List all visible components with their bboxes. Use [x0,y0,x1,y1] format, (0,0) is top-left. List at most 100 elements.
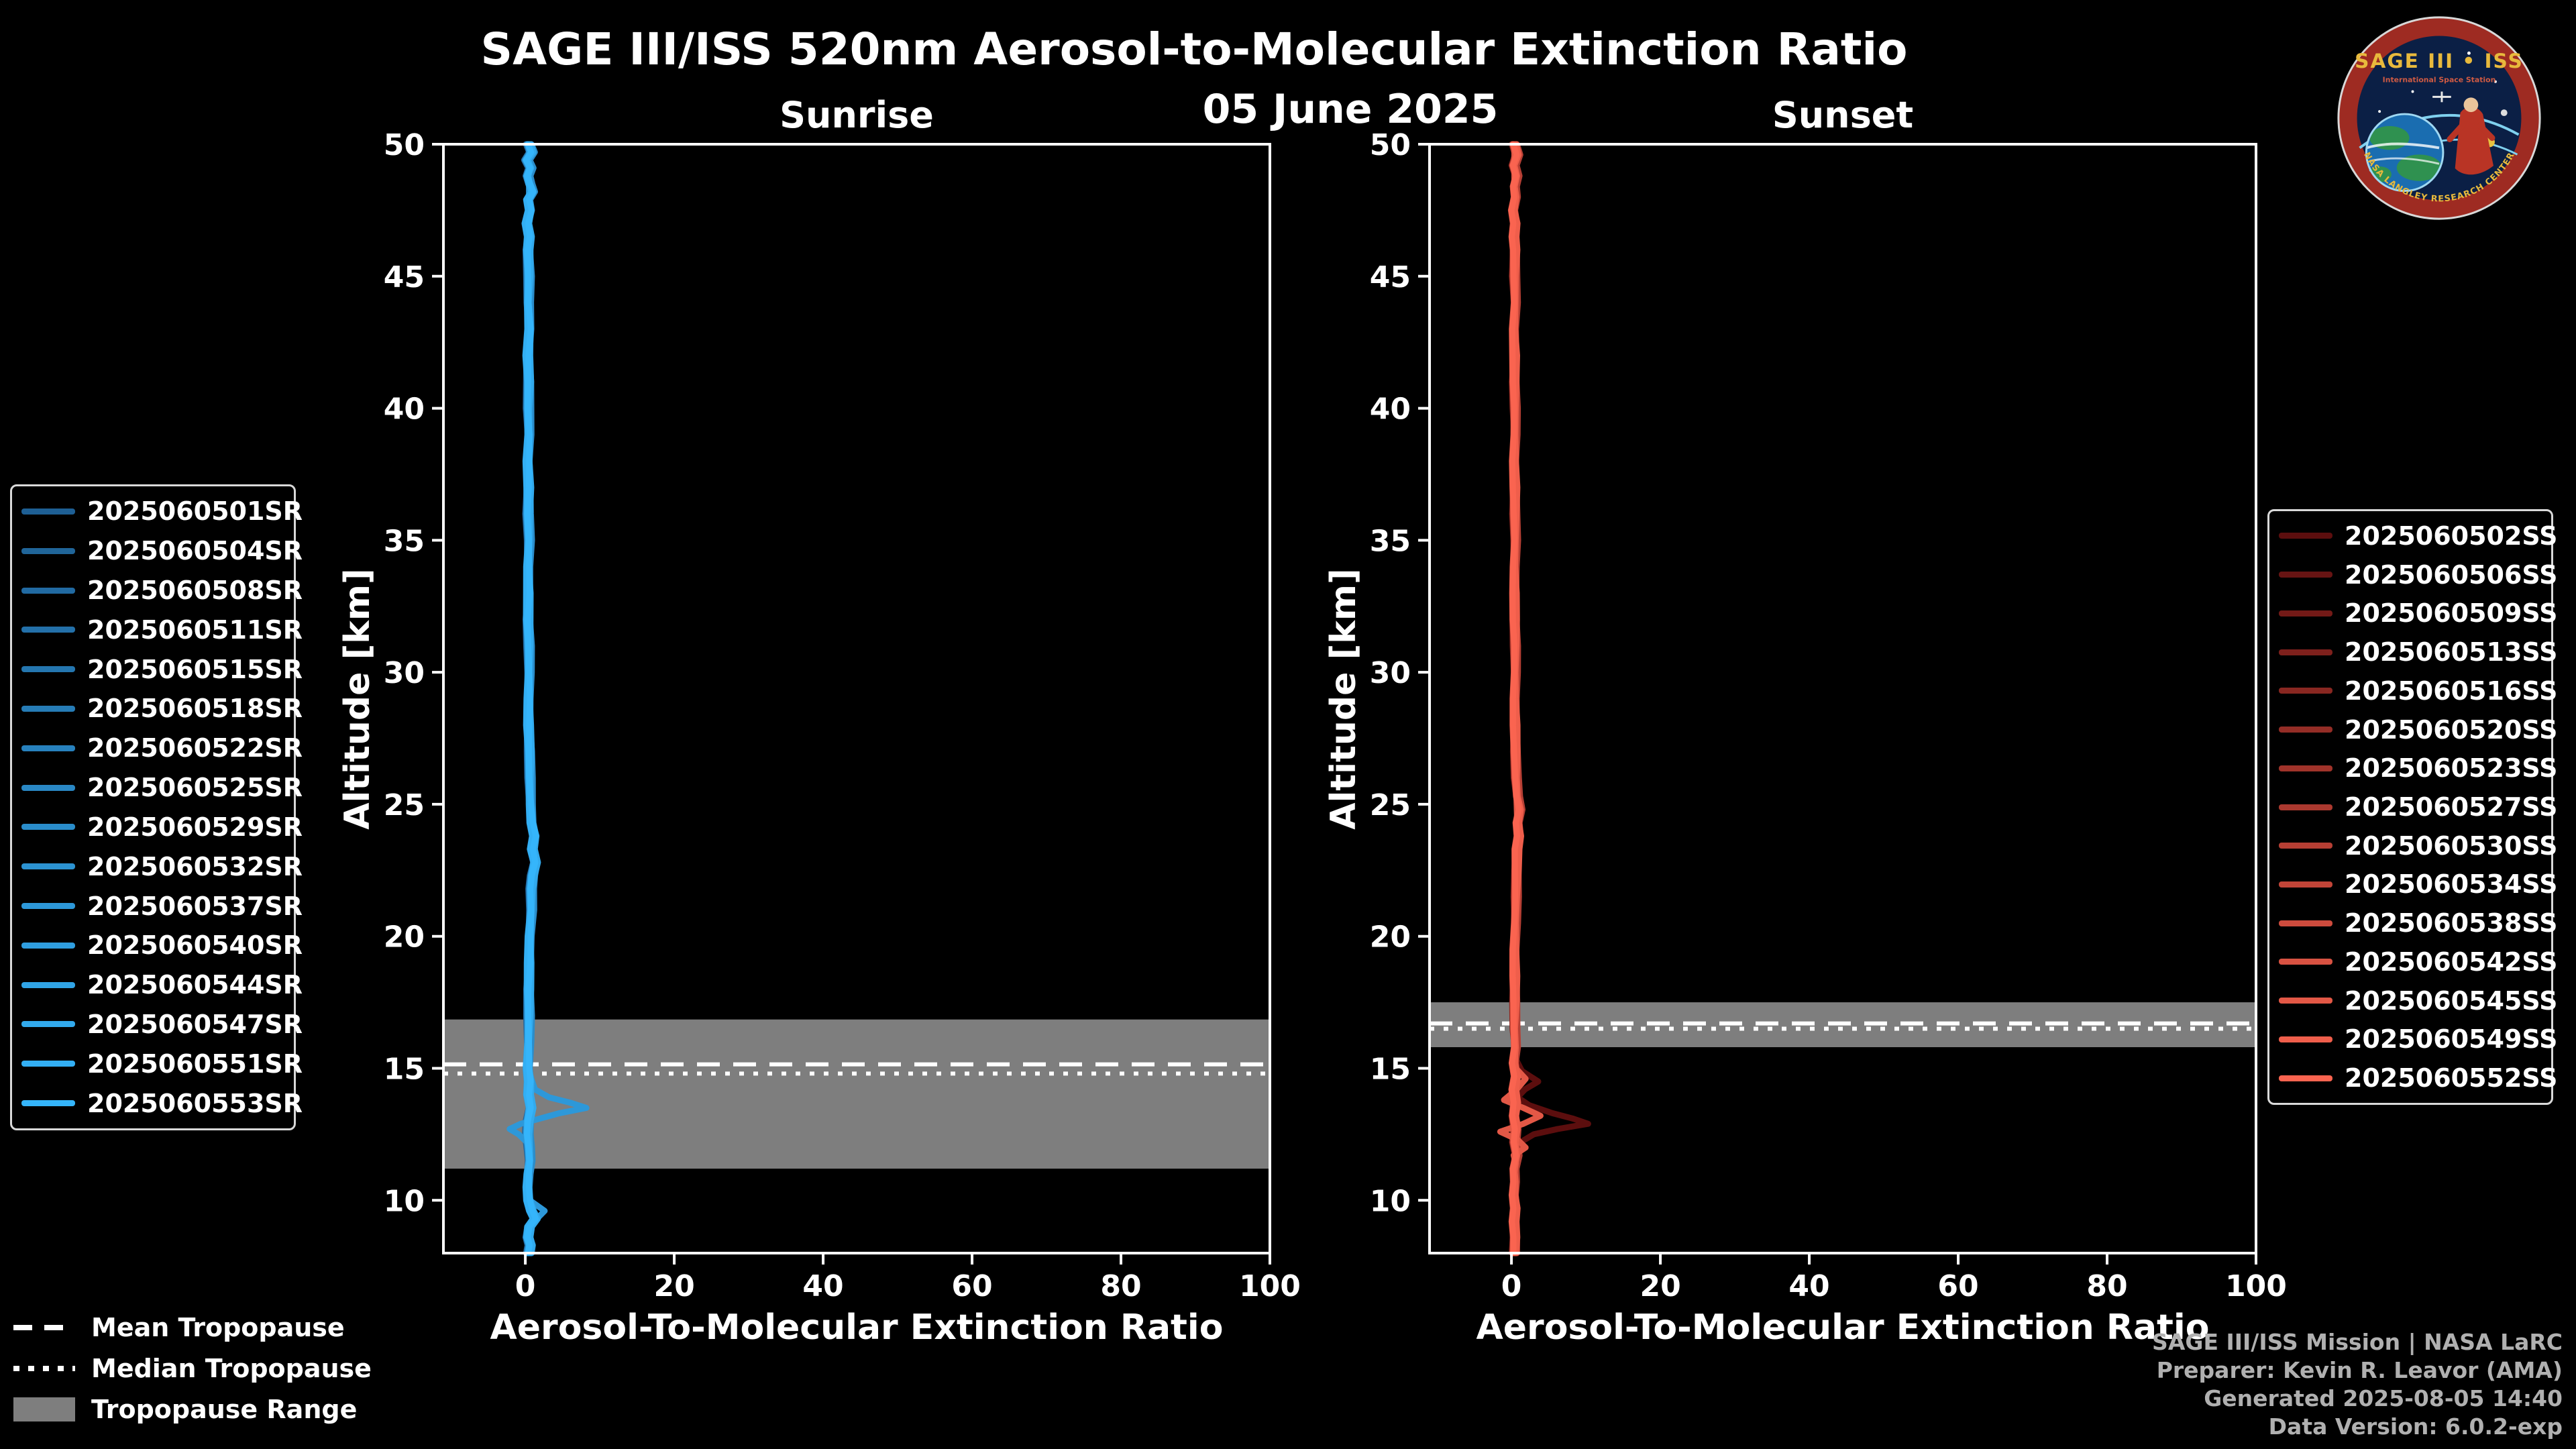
legend-event-label: 2025060537SR [87,891,303,921]
median-tropopause-legend-item: Median Tropopause [13,1348,372,1389]
legend-line-swatch [21,627,75,633]
x-tick-label: 60 [951,1269,992,1303]
legend-item: 2025060520SS [2279,710,2557,749]
legend-item: 2025060551SR [21,1044,303,1083]
dotted-line-swatch [13,1365,75,1371]
patch-subtitle-text: International Space Station [2383,76,2496,85]
legend-line-swatch [21,942,75,949]
sunset-plot-area: 0 20 40 60 80 100 10 15 20 25 30 35 40 45 50 [1370,128,2287,1303]
tropopause-range-label: Tropopause Range [91,1394,358,1424]
legend-event-label: 2025060527SS [2345,792,2558,822]
legend-item: 2025060522SR [21,729,303,768]
legend-event-label: 2025060508SR [87,576,303,606]
legend-item: 2025060538SS [2279,904,2557,943]
legend-line-swatch [21,587,75,594]
legend-event-label: 2025060501SR [87,496,303,527]
legend-line-swatch [21,666,75,673]
legend-event-label: 2025060542SS [2345,947,2558,977]
y-tick-label: 25 [1370,788,1411,822]
y-tick-label: 35 [384,524,425,558]
dashed-line-swatch [13,1324,75,1330]
y-tick-label: 30 [384,656,425,690]
legend-line-swatch [2279,843,2332,849]
mean-tropopause-legend-item: Mean Tropopause [13,1307,372,1348]
x-tick-label: 60 [1937,1269,1978,1303]
footer-credits: SAGE III/ISS Mission | NASA LaRC Prepare… [2152,1328,2563,1441]
legend-item: 2025060523SS [2279,749,2557,788]
footer-mission-line: SAGE III/ISS Mission | NASA LaRC [2152,1329,2563,1355]
legend-event-label: 2025060504SR [87,536,303,566]
legend-event-label: 2025060522SR [87,733,303,763]
legend-line-swatch [2279,881,2332,888]
profile-line-2025060502SS [1511,141,1591,1256]
legend-event-label: 2025060513SS [2345,637,2558,667]
legend-item: 2025060534SS [2279,865,2557,904]
legend-line-swatch [2279,649,2332,655]
legend-line-swatch [2279,959,2332,965]
legend-item: 2025060511SR [21,610,303,649]
legend-item: 2025060515SR [21,649,303,689]
legend-item: 2025060552SS [2279,1059,2557,1097]
legend-line-swatch [21,981,75,988]
legend-line-swatch [2279,920,2332,926]
legend-item: 2025060516SS [2279,672,2557,710]
y-tick-label: 45 [1370,260,1411,294]
legend-item: 2025060527SS [2279,788,2557,826]
y-tick-label: 20 [1370,920,1411,955]
legend-line-swatch [2279,998,2332,1004]
sunset-chart: 0 20 40 60 80 100 10 15 20 25 30 35 40 45 50 [1370,128,2287,1303]
legend-line-swatch [2279,804,2332,810]
y-tick-label: 30 [1370,656,1411,690]
legend-item: 2025060537SR [21,886,303,926]
sunset-panel-title: Sunset [1772,94,1914,136]
x-tick-label: 40 [1788,1269,1829,1303]
legend-line-swatch [21,1100,75,1107]
legend-item: 2025060513SS [2279,633,2557,672]
x-tick-label: 20 [1640,1269,1680,1303]
main-title: SAGE III/ISS 520nm Aerosol-to-Molecular … [480,23,1908,75]
sunset-x-axis-label: Aerosol-To-Molecular Extinction Ratio [1476,1307,2210,1348]
legend-item: 2025060508SR [21,571,303,610]
legend-event-label: 2025060515SR [87,654,303,684]
legend-event-label: 2025060530SS [2345,830,2558,861]
legend-item: 2025060518SR [21,689,303,729]
legend-line-swatch [2279,533,2332,539]
legend-event-label: 2025060553SR [87,1088,303,1118]
x-tick-label: 100 [2225,1269,2287,1303]
legend-item: 2025060545SS [2279,981,2557,1020]
y-tick-label: 15 [1370,1053,1411,1087]
legend-line-swatch [21,547,75,554]
footer-version-line: Data Version: 6.0.2-exp [2268,1413,2563,1440]
legend-line-swatch [21,863,75,870]
legend-item: 2025060506SS [2279,555,2557,594]
legend-line-swatch [2279,1036,2332,1042]
legend-item: 2025060529SR [21,808,303,847]
x-tick-label: 80 [2086,1269,2127,1303]
legend-line-swatch [21,705,75,712]
legend-event-label: 2025060534SS [2345,869,2558,900]
sunrise-y-axis-label: Altitude [km] [337,568,378,830]
x-tick-label: 0 [1501,1269,1522,1303]
y-tick-label: 40 [1370,392,1411,427]
y-tick-label: 40 [384,392,425,427]
legend-item: 2025060544SR [21,965,303,1005]
legend-event-label: 2025060551SR [87,1049,303,1079]
mean-tropopause-label: Mean Tropopause [91,1312,345,1342]
y-tick-label: 10 [1370,1184,1411,1218]
y-tick-label: 35 [1370,524,1411,558]
legend-line-swatch [2279,1075,2332,1081]
legend-event-label: 2025060511SR [87,614,303,645]
sunrise-x-axis-label: Aerosol-To-Molecular Extinction Ratio [490,1307,1224,1348]
legend-line-swatch [21,508,75,515]
legend-event-label: 2025060518SR [87,694,303,724]
legend-event-label: 2025060502SS [2345,521,2558,551]
tropopause-range-band [443,1019,1270,1169]
tropopause-legend: Mean Tropopause Median Tropopause Tropop… [13,1307,372,1430]
gray-patch-swatch [13,1397,75,1421]
footer-preparer-line: Preparer: Kevin R. Leavor (AMA) [2156,1357,2563,1383]
sunset-event-legend: 2025060502SS 2025060506SS 2025060509SS 2025… [2267,509,2557,1105]
footer-generated-line: Generated 2025-08-05 14:40 [2204,1385,2563,1411]
legend-line-swatch [21,824,75,830]
y-tick-label: 15 [384,1053,425,1087]
legend-event-label: 2025060509SS [2345,598,2558,629]
